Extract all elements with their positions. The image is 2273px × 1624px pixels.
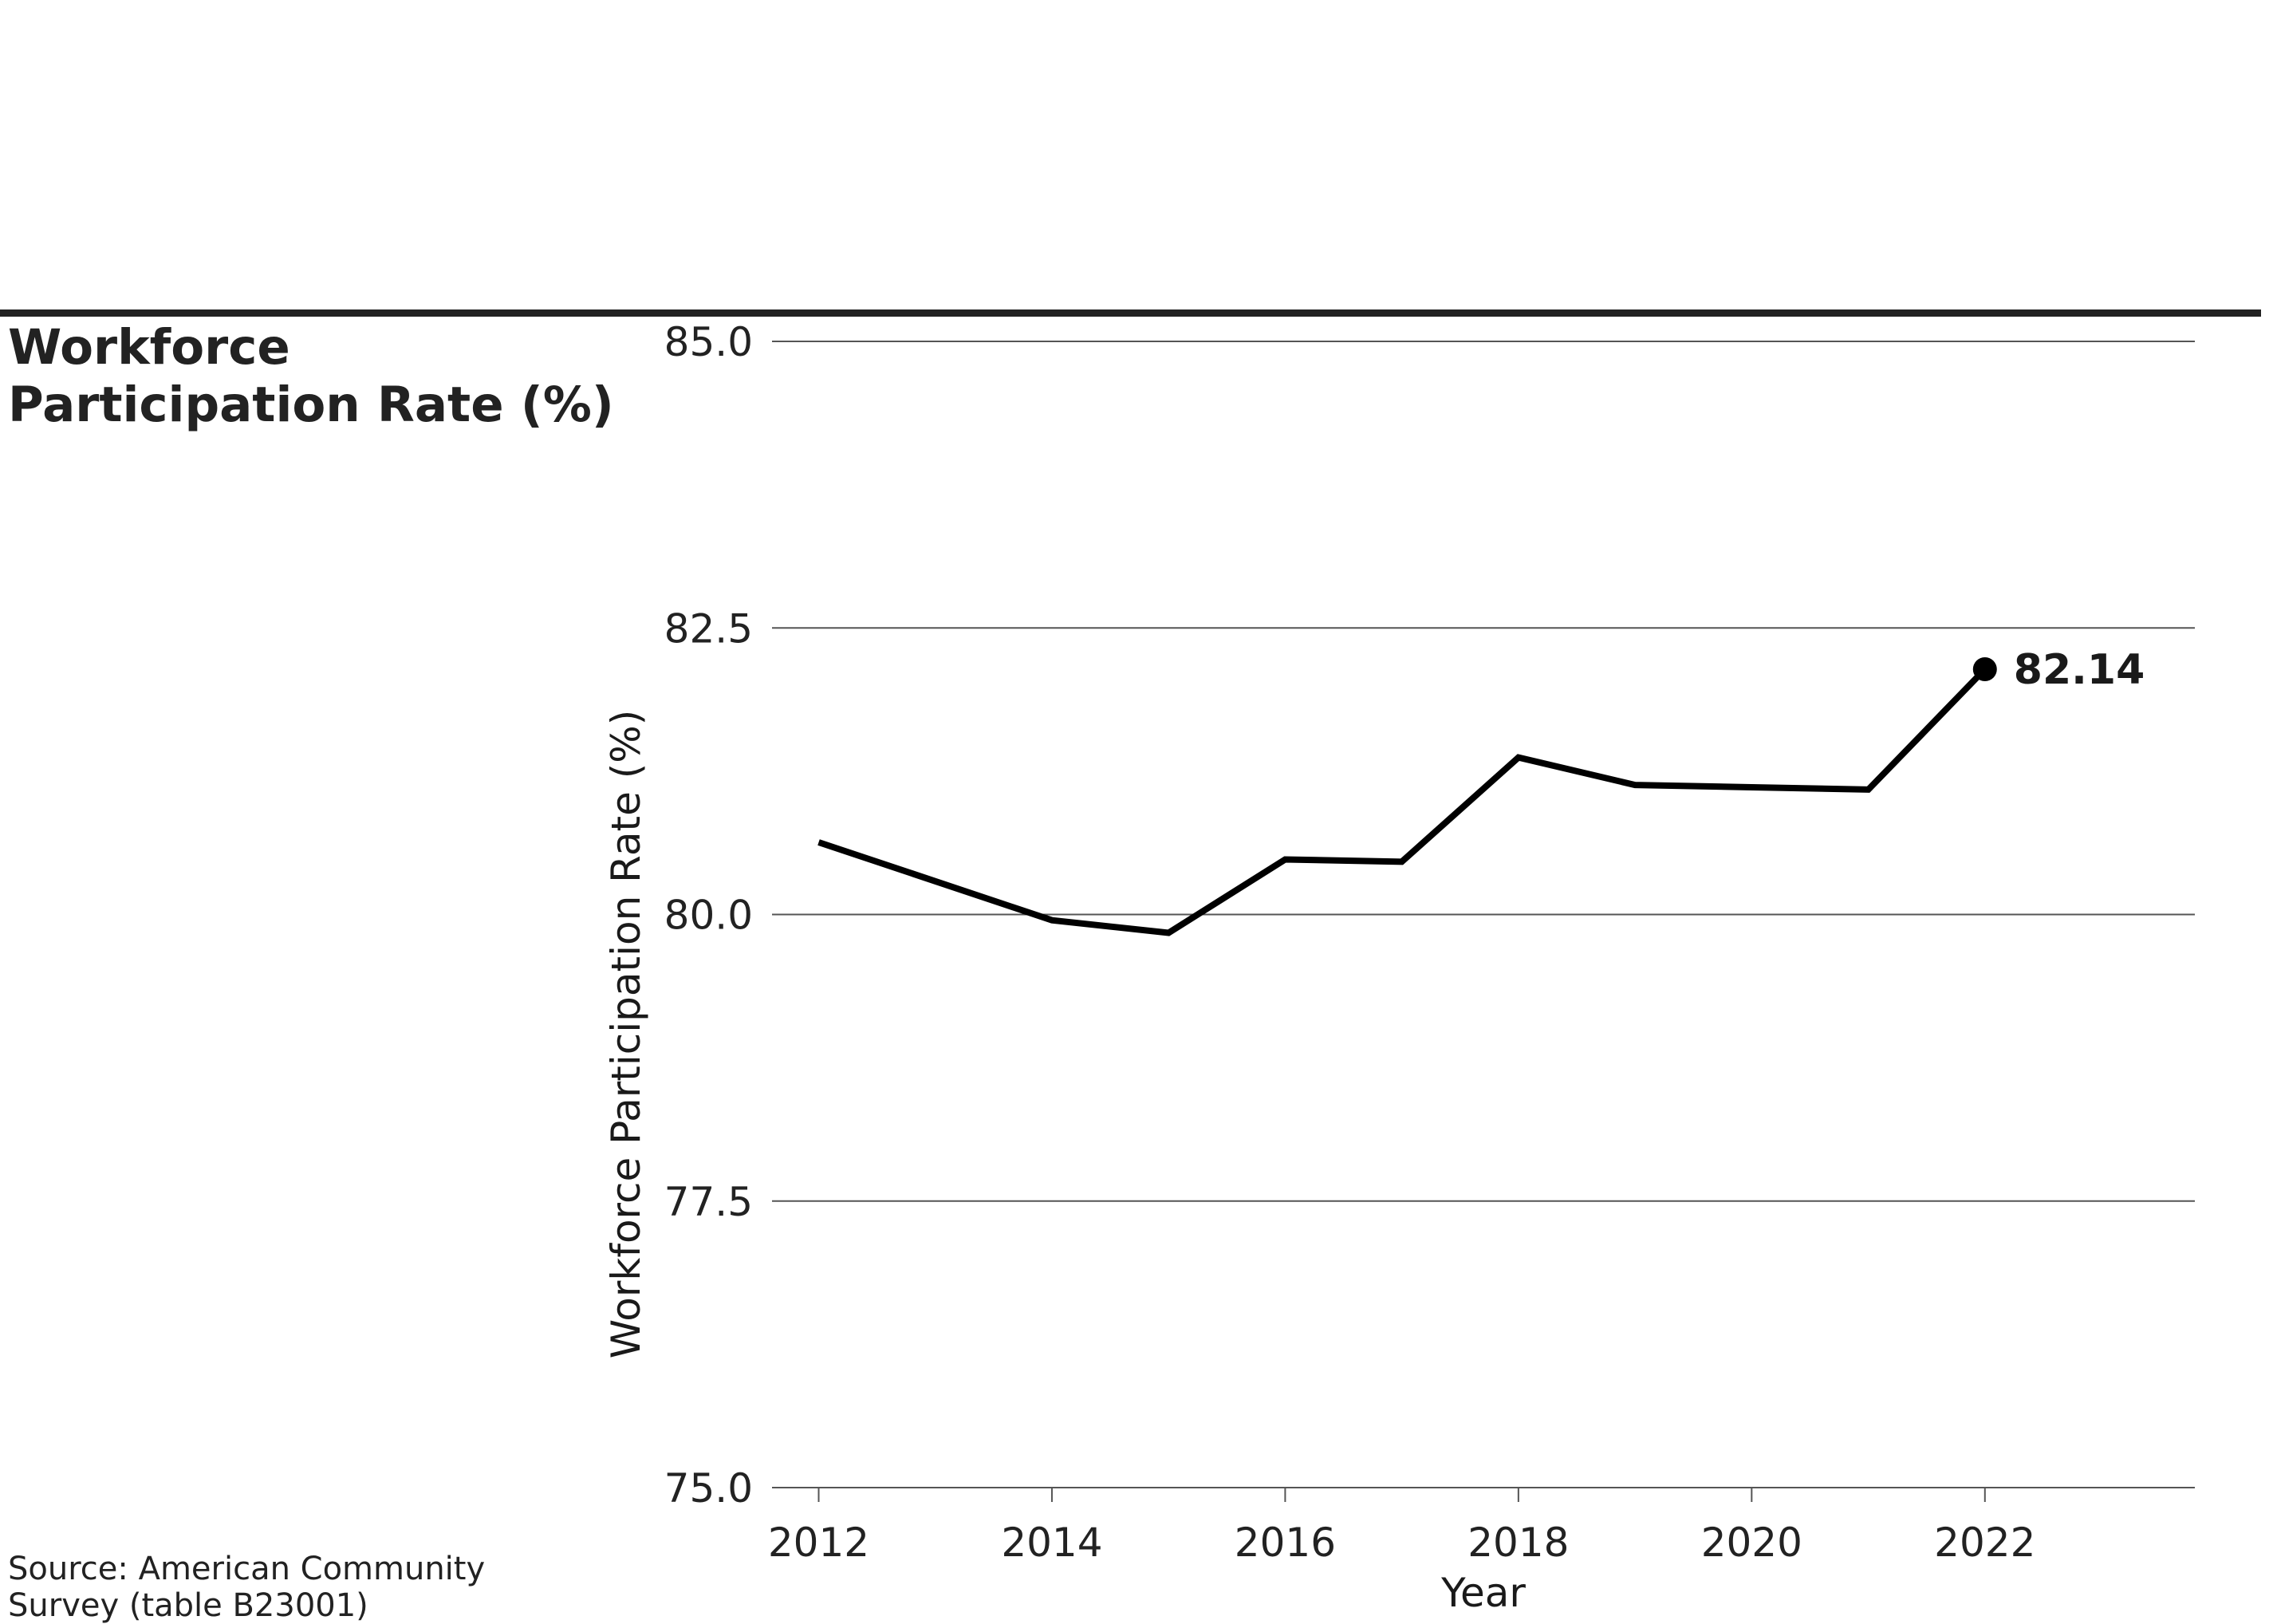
x-tick-label-1: 2014 <box>1001 1520 1102 1566</box>
chart-title: Workforce Participation Rate (%) <box>8 319 614 434</box>
x-axis-ticks: 2012 2014 2016 2018 2020 2022 <box>768 1488 2035 1566</box>
gridlines <box>772 341 2195 1488</box>
end-point-marker <box>1972 656 1997 681</box>
source-note-line-2: Survey (table B23001) <box>8 1587 368 1624</box>
series: 82.14 <box>817 646 2145 936</box>
end-point-label: 82.14 <box>2014 646 2145 694</box>
y-tick-label-3: 82.5 <box>664 605 753 652</box>
x-axis-label: Year <box>1440 1570 1526 1616</box>
series-line <box>817 667 1987 936</box>
y-axis-label: Workforce Participation Rate (%) <box>603 710 649 1359</box>
x-tick-label-0: 2012 <box>768 1520 869 1566</box>
y-tick-label-1: 77.5 <box>664 1179 753 1225</box>
x-tick-label-2: 2016 <box>1235 1520 1336 1566</box>
top-rule <box>0 309 2261 317</box>
x-tick-label-5: 2022 <box>1934 1520 2035 1566</box>
x-tick-label-4: 2020 <box>1701 1520 1802 1566</box>
source-note: Source: American Community Survey (table… <box>8 1551 502 1624</box>
x-tick-label-3: 2018 <box>1467 1520 1569 1566</box>
y-axis-ticks: 75.0 77.5 80.0 82.5 85.0 <box>664 319 753 1512</box>
y-tick-label-4: 85.0 <box>664 319 753 365</box>
chart-title-line-1: Workforce <box>8 319 290 376</box>
chart-title-line-2: Participation Rate (%) <box>8 376 614 433</box>
y-tick-label-2: 80.0 <box>664 893 753 939</box>
y-tick-label-0: 75.0 <box>664 1465 753 1512</box>
source-note-line-1: Source: American Community <box>8 1551 486 1587</box>
